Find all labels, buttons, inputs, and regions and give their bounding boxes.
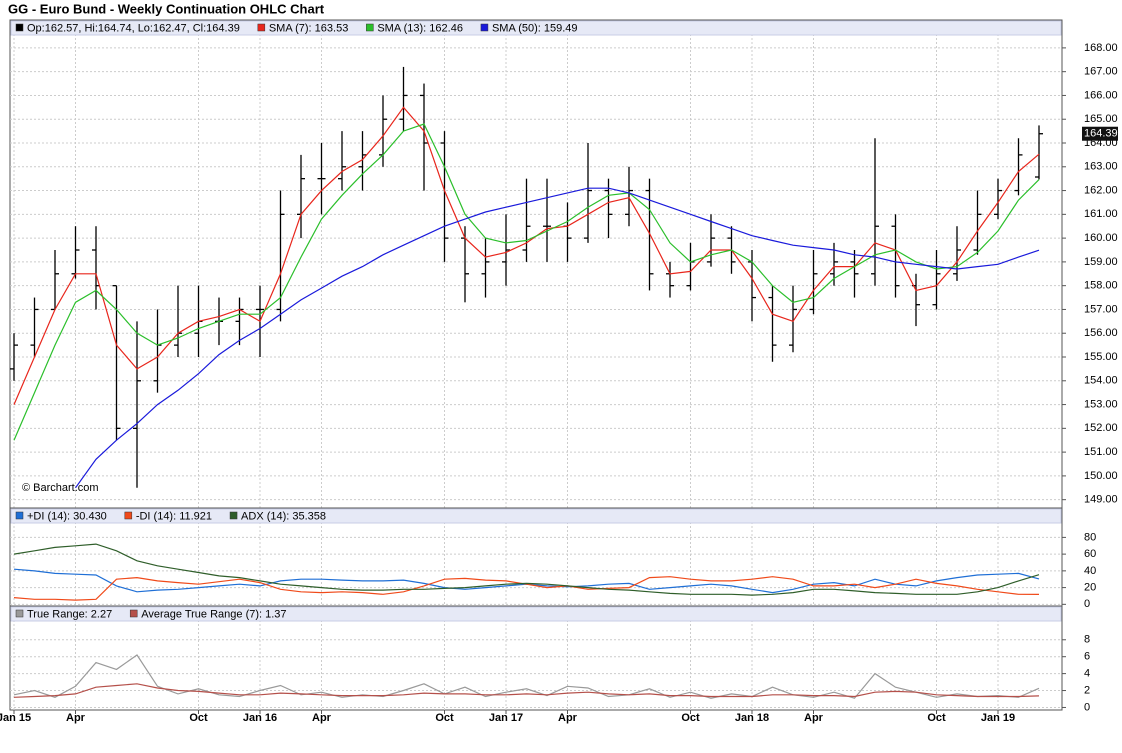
legend-strip bbox=[10, 606, 1062, 622]
y-tick-label: 163.00 bbox=[1084, 161, 1118, 173]
series-line bbox=[75, 187, 1040, 489]
x-tick-label: Apr bbox=[66, 712, 86, 724]
x-tick-label: Apr bbox=[558, 712, 578, 724]
x-tick-label: Jan 15 bbox=[0, 712, 31, 724]
legend-strip bbox=[10, 20, 1062, 36]
y-tick-label: 168.00 bbox=[1084, 42, 1118, 54]
legend-swatch bbox=[229, 511, 238, 520]
y-tick-label: 166.00 bbox=[1084, 89, 1118, 101]
series-line bbox=[13, 683, 1040, 698]
y-tick-label: 158.00 bbox=[1084, 280, 1118, 292]
legend-label: SMA (13): 162.46 bbox=[377, 22, 463, 34]
y-tick-label: 167.00 bbox=[1084, 66, 1118, 78]
series-line bbox=[13, 576, 1040, 601]
x-tick-label: Apr bbox=[312, 712, 332, 724]
y-tick-label: 40 bbox=[1084, 565, 1096, 577]
legend-label: Op:162.57, Hi:164.74, Lo:162.47, Cl:164.… bbox=[27, 22, 240, 34]
x-tick-label: Jan 17 bbox=[489, 712, 523, 724]
panel-frame bbox=[9, 507, 1063, 607]
chart-title: GG - Euro Bund - Weekly Continuation OHL… bbox=[8, 1, 325, 16]
y-tick-label: 161.00 bbox=[1084, 208, 1118, 220]
y-tick-label: 154.00 bbox=[1084, 375, 1118, 387]
legend-label: SMA (7): 163.53 bbox=[269, 22, 349, 34]
x-tick-label: Apr bbox=[804, 712, 824, 724]
legend-label: True Range: 2.27 bbox=[27, 608, 112, 620]
y-tick-label: 155.00 bbox=[1084, 351, 1118, 363]
series-line bbox=[13, 106, 1040, 405]
legend-strip bbox=[10, 508, 1062, 524]
watermark: © Barchart.com bbox=[22, 482, 99, 494]
legend-swatch bbox=[15, 609, 24, 618]
y-tick-label: 0 bbox=[1084, 598, 1090, 610]
y-tick-label: 20 bbox=[1084, 581, 1096, 593]
y-tick-label: 80 bbox=[1084, 531, 1096, 543]
x-tick-label: Jan 19 bbox=[981, 712, 1015, 724]
y-tick-label: 149.00 bbox=[1084, 494, 1118, 506]
y-tick-label: 60 bbox=[1084, 548, 1096, 560]
last-value-box bbox=[1082, 126, 1118, 141]
legend-label: -DI (14): 11.921 bbox=[136, 510, 212, 522]
y-tick-label: 153.00 bbox=[1084, 398, 1118, 410]
panel-frame bbox=[9, 19, 1063, 509]
series-line bbox=[13, 654, 1040, 699]
legend-swatch bbox=[480, 23, 489, 32]
x-tick-label: Jan 18 bbox=[735, 712, 769, 724]
x-tick-label: Oct bbox=[435, 712, 454, 724]
legend-label: +DI (14): 30.430 bbox=[27, 510, 107, 522]
x-tick-label: Oct bbox=[189, 712, 208, 724]
legend-swatch bbox=[15, 511, 24, 520]
y-tick-label: 6 bbox=[1084, 651, 1090, 663]
x-tick-label: Oct bbox=[681, 712, 700, 724]
y-tick-label: 152.00 bbox=[1084, 422, 1118, 434]
y-tick-label: 156.00 bbox=[1084, 327, 1118, 339]
legend-label: ADX (14): 35.358 bbox=[241, 510, 326, 522]
y-tick-label: 160.00 bbox=[1084, 232, 1118, 244]
y-tick-label: 4 bbox=[1084, 668, 1090, 680]
x-tick-label: Jan 16 bbox=[243, 712, 277, 724]
y-tick-label: 0 bbox=[1084, 701, 1090, 713]
legend-swatch bbox=[124, 511, 133, 520]
last-value-label: 164.39 bbox=[1084, 128, 1118, 140]
legend-swatch bbox=[15, 23, 24, 32]
legend-label: Average True Range (7): 1.37 bbox=[141, 608, 286, 620]
y-tick-label: 162.00 bbox=[1084, 184, 1118, 196]
legend-swatch bbox=[257, 23, 266, 32]
series-line bbox=[13, 543, 1040, 596]
y-tick-label: 150.00 bbox=[1084, 470, 1118, 482]
y-tick-label: 151.00 bbox=[1084, 446, 1118, 458]
legend-swatch bbox=[129, 609, 138, 618]
series-line bbox=[13, 123, 1040, 441]
y-tick-label: 157.00 bbox=[1084, 303, 1118, 315]
legend-swatch bbox=[366, 23, 374, 32]
x-tick-label: Oct bbox=[927, 712, 946, 724]
y-tick-label: 159.00 bbox=[1084, 256, 1118, 268]
legend-label: SMA (50): 159.49 bbox=[492, 22, 578, 34]
y-tick-label: 8 bbox=[1084, 634, 1090, 646]
y-tick-label: 165.00 bbox=[1084, 113, 1118, 125]
y-tick-label: 2 bbox=[1084, 684, 1090, 696]
